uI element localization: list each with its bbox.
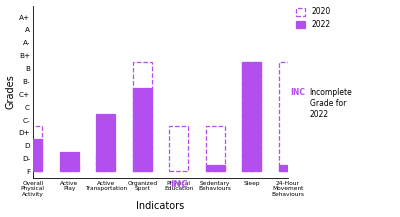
Legend: 2020, 2022: 2020, 2022 bbox=[294, 6, 332, 31]
Bar bbox=[242, 62, 261, 171]
Bar bbox=[60, 165, 79, 171]
Bar bbox=[278, 62, 298, 171]
Bar bbox=[96, 113, 115, 171]
Text: INC: INC bbox=[170, 181, 188, 189]
Bar bbox=[133, 88, 152, 171]
Bar bbox=[206, 165, 224, 171]
X-axis label: Indicators: Indicators bbox=[136, 201, 184, 211]
Bar bbox=[23, 127, 42, 171]
Bar bbox=[278, 165, 298, 171]
Bar bbox=[206, 127, 224, 171]
Bar bbox=[242, 62, 261, 171]
Bar bbox=[133, 62, 152, 171]
Bar bbox=[169, 127, 188, 171]
Bar bbox=[23, 139, 42, 171]
Text: INC: INC bbox=[290, 88, 306, 97]
Bar bbox=[60, 152, 79, 171]
Y-axis label: Grades: Grades bbox=[6, 74, 16, 109]
Text: Incomplete
Grade for
2022: Incomplete Grade for 2022 bbox=[310, 88, 352, 120]
Bar bbox=[96, 152, 115, 171]
